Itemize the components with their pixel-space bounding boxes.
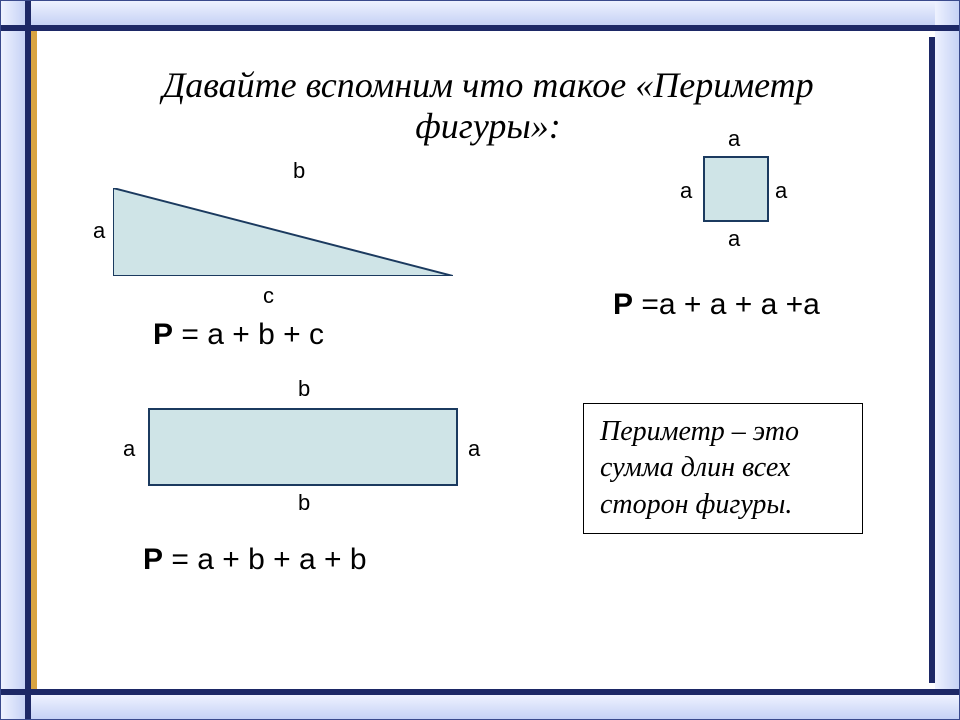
rectangle-shape [148, 408, 458, 486]
border-bottom [1, 695, 959, 719]
accent-right-navy [929, 37, 935, 683]
border-top [1, 1, 959, 25]
formula-p: P [143, 543, 163, 576]
square-label-right: a [775, 178, 787, 204]
formula-p: P [153, 318, 173, 351]
square-label-top: a [728, 126, 740, 152]
rectangle-label-left: a [123, 436, 135, 462]
definition-line-3: сторон фигуры. [600, 489, 792, 520]
formula-p: P [613, 288, 633, 321]
slide-content: Давайте вспомним что такое «Периметр фиг… [53, 37, 923, 683]
rectangle-label-bottom: b [298, 490, 310, 516]
rectangle-label-right: a [468, 436, 480, 462]
definition-line-2: сумма длин всех [600, 452, 790, 483]
slide-frame: Давайте вспомним что такое «Периметр фиг… [0, 0, 960, 720]
triangle-label-c: c [263, 283, 274, 309]
square-shape [703, 156, 769, 222]
definition-box: Периметр – это сумма длин всех сторон фи… [583, 403, 863, 534]
square-label-bottom: a [728, 226, 740, 252]
border-right [935, 1, 959, 719]
title-line-1: Давайте вспомним что такое «Периметр [162, 65, 813, 105]
rectangle-formula: P = a + b + a + b [143, 543, 367, 577]
definition-line-1: Периметр – это [600, 416, 799, 447]
border-left [1, 1, 25, 719]
square-label-left: a [680, 178, 692, 204]
triangle-label-b: b [293, 158, 305, 184]
square-formula: P =a + a + a +a [613, 288, 820, 322]
triangle-label-a: a [93, 218, 105, 244]
triangle-shape [113, 188, 453, 276]
accent-bottom [1, 689, 959, 695]
rectangle-label-top: b [298, 376, 310, 402]
triangle-formula: P = a + b + c [153, 318, 324, 352]
formula-body: = a + b + a + b [163, 543, 367, 576]
accent-left-gold [31, 31, 37, 689]
accent-top [1, 25, 959, 31]
formula-body: = a + b + c [173, 318, 324, 351]
diagram-stage: a b c P = a + b + c b b a a P = a + b + … [53, 148, 923, 688]
formula-body: =a + a + a +a [633, 288, 820, 321]
slide-title: Давайте вспомним что такое «Периметр фиг… [73, 65, 903, 148]
title-line-2: фигуры»: [415, 106, 560, 146]
